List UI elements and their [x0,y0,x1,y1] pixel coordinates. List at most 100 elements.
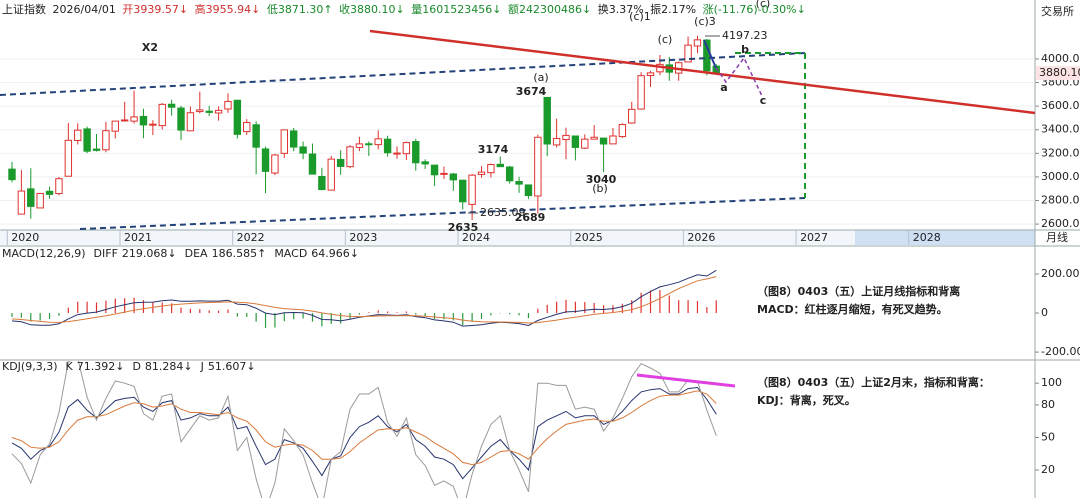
series-line [11,269,717,327]
note: KDJ：背离，死叉。 [757,393,856,407]
header-item: 额242300486↓ [507,3,592,16]
candle-body [402,142,411,155]
x-tick-label: 2024 [462,231,490,244]
wave-projection [715,56,763,97]
candle-body [449,173,458,181]
y-tick-label: 0 [1041,306,1048,319]
annotation: b [741,43,749,56]
candle-body [252,124,260,148]
header-item: 2026/04/01 [52,3,116,16]
annotation: 2635 [448,221,479,234]
candle-body [139,115,148,126]
candle-body [120,119,129,122]
kdj-panel [11,361,717,498]
x-tick-label: 2026 [687,231,715,244]
panel-title: KDJ(9,3,3) [2,360,58,373]
annotation: X2 [142,41,158,54]
annotation: 4197.23 [722,29,768,42]
note: MACD：红柱逐月缩短，有死叉趋势。 [757,302,948,316]
last-price-box [1036,66,1080,81]
candle-body [412,141,420,164]
x-tick-label: 2021 [124,231,152,244]
candle-body [196,109,204,113]
annotation: (a) [533,71,548,84]
annotation: (c)1 [629,10,651,23]
candle-body [280,129,289,154]
candle-body [393,152,401,155]
legend-value: 219.068↓ [122,247,177,260]
x-tick-label: 2028 [913,231,941,244]
candle-body [496,163,504,168]
header-item: 上证指数 [2,3,46,16]
candle-body [374,138,382,146]
legend-value: 64.966↓ [311,247,359,260]
candle-body [308,153,317,175]
y-tick-label: 200.00 [1041,267,1080,280]
legend-name: MACD [274,247,307,260]
legend-value: 51.607↓ [208,360,256,373]
y-tick-label: 20 [1041,463,1055,476]
candle-body [130,116,138,122]
candle-body [17,190,26,215]
candle-body [590,136,598,140]
candle-body [336,158,345,167]
note: （图8）0403（五）上证月线指标和背离 [757,284,960,298]
candle-body [299,146,307,154]
annotation: a [720,81,727,94]
candle-body [552,137,561,146]
header-item: 涨(-11.76)-0.30%↓ [702,3,806,16]
y-tick-label: 80 [1041,398,1055,411]
candle-body [8,168,16,181]
candle-body [618,124,627,138]
header-item: 低3871.30↑ [266,3,333,16]
candle-body [637,75,645,110]
annotation: 3040 [586,173,617,186]
annotation: 3674 [516,85,547,98]
candle-body [468,174,476,205]
y-tick-label: 3200.00 [1041,146,1080,159]
candle-body [102,130,110,151]
x-tick-label: 2020 [11,231,39,244]
legend-value: 81.284↓ [145,360,193,373]
y-tick-label: 50 [1041,430,1055,443]
candle-body [243,121,251,133]
candle-body [693,39,702,47]
annotation: (c) [756,0,771,10]
annotation: (b) [592,182,608,195]
header-item: 开3939.57↓ [122,3,189,16]
channel-box [735,52,806,198]
trend-line [369,29,1036,115]
x-tick-label: 2023 [349,231,377,244]
candle-body [543,96,551,145]
note: （图8）0403（五）上证2月末，指标和背离： [757,375,990,389]
candle-body [318,175,326,191]
candle-body [581,138,589,149]
legend-value: 186.585↑ [212,247,267,260]
y-tick-label: 4000.00 [1041,52,1080,65]
header-item: 量1601523456↓ [411,3,502,16]
candle-body [214,109,223,114]
candle-body [27,188,35,207]
candle-body [224,100,232,110]
panel-title: MACD(12,26,9) [2,247,86,260]
y-tick-label: 3400.00 [1041,123,1080,136]
series-line [11,361,717,498]
x-tick-label: 2025 [575,231,603,244]
legend-name: DEA [185,247,208,260]
candle-body [327,158,335,191]
candle-body [684,44,692,63]
annotation: 2635.09 [480,206,526,219]
candle-body [167,103,176,108]
legend-value: 71.392↓ [77,360,125,373]
candle-body [505,166,514,182]
candle-body [646,72,655,76]
candle-body [599,137,608,145]
candle-body [534,136,542,197]
candle-body [205,110,213,113]
candle-body [609,135,617,145]
header-item: 振2.17% [650,3,697,16]
x-axis-strip [0,230,1035,245]
candle-body [365,143,373,146]
candle-body [571,135,580,148]
